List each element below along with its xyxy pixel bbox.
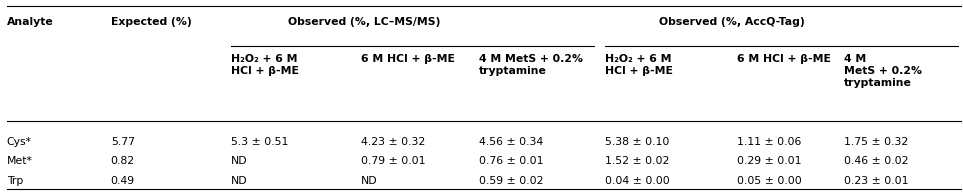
Text: 0.59 ± 0.02: 0.59 ± 0.02 (479, 176, 543, 186)
Text: 0.05 ± 0.00: 0.05 ± 0.00 (737, 176, 801, 186)
Text: 4.23 ± 0.32: 4.23 ± 0.32 (361, 137, 426, 147)
Text: 4.56 ± 0.34: 4.56 ± 0.34 (479, 137, 543, 147)
Text: Expected (%): Expected (%) (111, 17, 192, 27)
Text: 5.38 ± 0.10: 5.38 ± 0.10 (605, 137, 669, 147)
Text: 0.49: 0.49 (111, 176, 135, 186)
Text: 6 M HCl + β-ME: 6 M HCl + β-ME (737, 54, 830, 64)
Text: 0.46 ± 0.02: 0.46 ± 0.02 (844, 156, 908, 166)
Text: 5.3 ± 0.51: 5.3 ± 0.51 (231, 137, 289, 147)
Text: 0.79 ± 0.01: 0.79 ± 0.01 (361, 156, 426, 166)
Text: ND: ND (231, 156, 247, 166)
Text: 0.82: 0.82 (111, 156, 135, 166)
Text: 6 M HCl + β-ME: 6 M HCl + β-ME (361, 54, 455, 64)
Text: 5.77: 5.77 (111, 137, 135, 147)
Text: Analyte: Analyte (7, 17, 54, 27)
Text: 0.76 ± 0.01: 0.76 ± 0.01 (479, 156, 543, 166)
Text: H₂O₂ + 6 M
HCl + β-ME: H₂O₂ + 6 M HCl + β-ME (605, 54, 672, 76)
Text: ND: ND (231, 176, 247, 186)
Text: 4 M MetS + 0.2%
tryptamine: 4 M MetS + 0.2% tryptamine (479, 54, 583, 76)
Text: 0.04 ± 0.00: 0.04 ± 0.00 (605, 176, 669, 186)
Text: 1.52 ± 0.02: 1.52 ± 0.02 (605, 156, 669, 166)
Text: Trp: Trp (7, 176, 23, 186)
Text: Observed (%, AccQ-Tag): Observed (%, AccQ-Tag) (659, 17, 805, 27)
Text: 0.29 ± 0.01: 0.29 ± 0.01 (737, 156, 801, 166)
Text: 1.75 ± 0.32: 1.75 ± 0.32 (844, 137, 908, 147)
Text: 0.23 ± 0.01: 0.23 ± 0.01 (844, 176, 908, 186)
Text: ND: ND (361, 176, 377, 186)
Text: Cys*: Cys* (7, 137, 32, 147)
Text: 4 M
MetS + 0.2%
tryptamine: 4 M MetS + 0.2% tryptamine (844, 54, 922, 88)
Text: 1.11 ± 0.06: 1.11 ± 0.06 (737, 137, 801, 147)
Text: Observed (%, LC–MS/MS): Observed (%, LC–MS/MS) (288, 17, 440, 27)
Text: H₂O₂ + 6 M
HCl + β-ME: H₂O₂ + 6 M HCl + β-ME (231, 54, 299, 76)
Text: Met*: Met* (7, 156, 33, 166)
